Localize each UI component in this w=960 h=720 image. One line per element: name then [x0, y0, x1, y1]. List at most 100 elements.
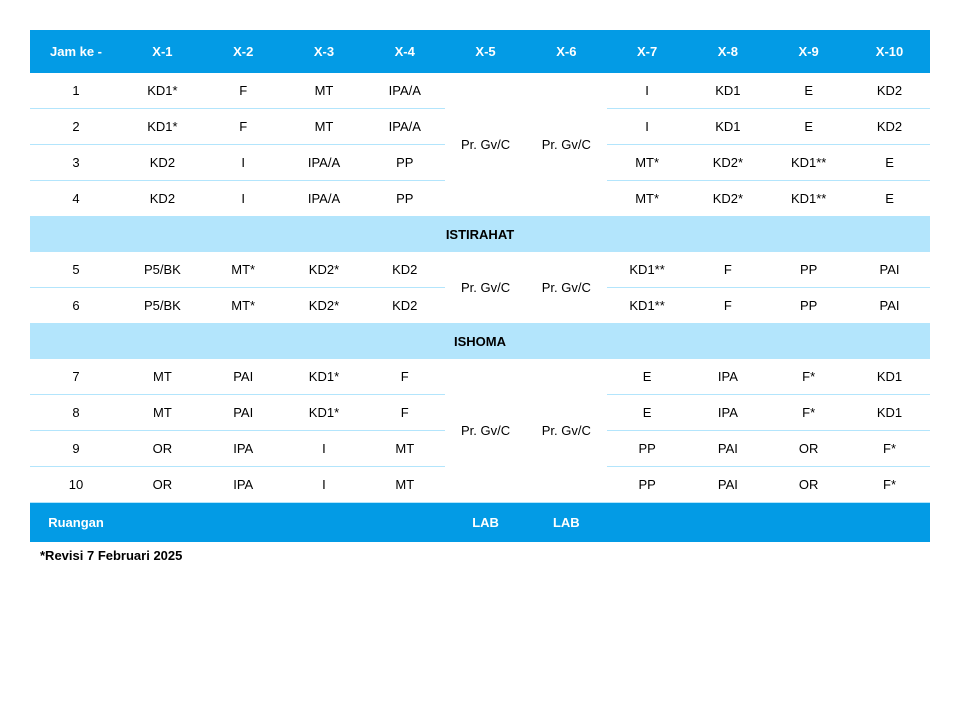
- data-cell: PAI: [203, 395, 284, 431]
- data-cell: PAI: [849, 288, 930, 324]
- data-cell: OR: [122, 467, 203, 503]
- data-cell: PP: [768, 252, 849, 288]
- data-cell: PAI: [849, 252, 930, 288]
- header-cell: X-8: [688, 30, 769, 73]
- data-cell: IPA/A: [284, 145, 365, 181]
- data-cell: P5/BK: [122, 252, 203, 288]
- header-cell: X-2: [203, 30, 284, 73]
- data-cell: MT*: [607, 181, 688, 217]
- data-cell: PP: [607, 431, 688, 467]
- data-cell: I: [203, 181, 284, 217]
- data-cell: KD2: [849, 73, 930, 109]
- period-cell: 6: [30, 288, 122, 324]
- data-cell: MT*: [203, 288, 284, 324]
- data-cell: IPA/A: [284, 181, 365, 217]
- data-cell: KD1*: [122, 109, 203, 145]
- data-cell: IPA/A: [364, 109, 445, 145]
- data-cell: KD1: [688, 109, 769, 145]
- footer-cell: LAB: [526, 503, 607, 543]
- footer-cell: [688, 503, 769, 543]
- data-cell: I: [284, 431, 365, 467]
- footer-cell: [364, 503, 445, 543]
- header-cell: X-4: [364, 30, 445, 73]
- header-cell: X-7: [607, 30, 688, 73]
- period-cell: 9: [30, 431, 122, 467]
- header-cell: X-6: [526, 30, 607, 73]
- merged-cell: Pr. Gv/C: [526, 359, 607, 503]
- merged-cell: Pr. Gv/C: [445, 73, 526, 217]
- data-cell: PP: [364, 145, 445, 181]
- header-cell: X-9: [768, 30, 849, 73]
- data-cell: KD1**: [768, 181, 849, 217]
- merged-cell: Pr. Gv/C: [526, 252, 607, 324]
- period-cell: 1: [30, 73, 122, 109]
- data-cell: PAI: [203, 359, 284, 395]
- table-row: 5P5/BKMT*KD2*KD2Pr. Gv/CPr. Gv/CKD1**FPP…: [30, 252, 930, 288]
- data-cell: KD2: [364, 252, 445, 288]
- data-cell: PAI: [688, 467, 769, 503]
- data-cell: E: [607, 359, 688, 395]
- data-cell: F*: [849, 431, 930, 467]
- data-cell: I: [203, 145, 284, 181]
- data-cell: MT: [122, 395, 203, 431]
- data-cell: I: [607, 109, 688, 145]
- data-cell: IPA: [203, 467, 284, 503]
- data-cell: KD1*: [284, 395, 365, 431]
- table-body: 1KD1*FMTIPA/APr. Gv/CPr. Gv/CIKD1EKD22KD…: [30, 73, 930, 542]
- data-cell: KD1**: [607, 252, 688, 288]
- data-cell: MT: [122, 359, 203, 395]
- footer-cell: [203, 503, 284, 543]
- footer-cell: [284, 503, 365, 543]
- data-cell: KD1**: [768, 145, 849, 181]
- data-cell: F: [688, 252, 769, 288]
- period-cell: 2: [30, 109, 122, 145]
- header-cell: X-1: [122, 30, 203, 73]
- data-cell: F: [688, 288, 769, 324]
- data-cell: MT*: [203, 252, 284, 288]
- table-row: 1KD1*FMTIPA/APr. Gv/CPr. Gv/CIKD1EKD2: [30, 73, 930, 109]
- data-cell: IPA/A: [364, 73, 445, 109]
- period-cell: 10: [30, 467, 122, 503]
- data-cell: KD1*: [284, 359, 365, 395]
- data-cell: MT*: [607, 145, 688, 181]
- data-cell: MT: [364, 467, 445, 503]
- data-cell: KD2: [364, 288, 445, 324]
- data-cell: KD1*: [122, 73, 203, 109]
- data-cell: MT: [284, 73, 365, 109]
- break-label: ISHOMA: [30, 324, 930, 360]
- data-cell: F*: [768, 395, 849, 431]
- footer-cell: [607, 503, 688, 543]
- break-label: ISTIRAHAT: [30, 217, 930, 253]
- data-cell: KD1: [849, 359, 930, 395]
- header-cell: X-3: [284, 30, 365, 73]
- footer-cell: [122, 503, 203, 543]
- data-cell: MT: [364, 431, 445, 467]
- data-cell: KD2*: [688, 145, 769, 181]
- data-cell: PAI: [688, 431, 769, 467]
- break-row: ISTIRAHAT: [30, 217, 930, 253]
- data-cell: KD1: [849, 395, 930, 431]
- data-cell: PP: [364, 181, 445, 217]
- data-cell: KD2: [849, 109, 930, 145]
- data-cell: E: [768, 109, 849, 145]
- data-cell: E: [849, 181, 930, 217]
- data-cell: OR: [768, 431, 849, 467]
- period-cell: 7: [30, 359, 122, 395]
- data-cell: F: [203, 73, 284, 109]
- data-cell: F*: [768, 359, 849, 395]
- period-cell: 5: [30, 252, 122, 288]
- data-cell: E: [607, 395, 688, 431]
- footer-cell: [849, 503, 930, 543]
- footnote: *Revisi 7 Februari 2025: [30, 548, 930, 563]
- data-cell: F: [203, 109, 284, 145]
- table-row: 7MTPAIKD1*FPr. Gv/CPr. Gv/CEIPAF*KD1: [30, 359, 930, 395]
- data-cell: OR: [768, 467, 849, 503]
- data-cell: KD1**: [607, 288, 688, 324]
- header-cell: Jam ke -: [30, 30, 122, 73]
- footer-label: Ruangan: [30, 503, 122, 543]
- data-cell: OR: [122, 431, 203, 467]
- schedule-table: Jam ke - X-1 X-2 X-3 X-4 X-5 X-6 X-7 X-8…: [30, 30, 930, 542]
- data-cell: MT: [284, 109, 365, 145]
- header-cell: X-5: [445, 30, 526, 73]
- data-cell: E: [768, 73, 849, 109]
